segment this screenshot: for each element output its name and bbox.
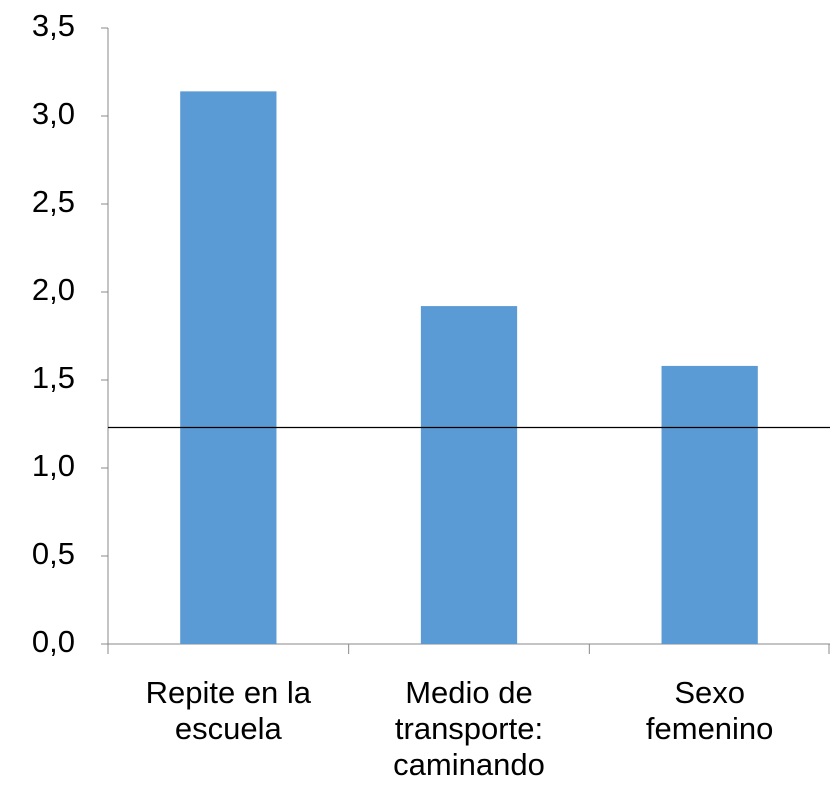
y-tick-label: 0,0: [32, 624, 75, 659]
y-tick-label: 1,5: [32, 360, 75, 395]
y-tick-label: 0,5: [32, 536, 75, 571]
bar: [661, 365, 758, 644]
y-tick-label: 2,0: [32, 272, 75, 307]
x-tick-label: Repite en la escuela: [145, 675, 312, 746]
y-tick-label: 1,0: [32, 448, 75, 483]
bar: [180, 91, 277, 645]
x-tick-label: Sexo femenino: [645, 675, 774, 746]
x-tick-label: Medio de transporte: caminando: [393, 675, 545, 782]
y-tick-label: 3,0: [32, 96, 75, 131]
y-tick-label: 2,5: [32, 184, 75, 219]
y-tick-label: 3,5: [32, 8, 75, 43]
bar: [420, 306, 518, 644]
